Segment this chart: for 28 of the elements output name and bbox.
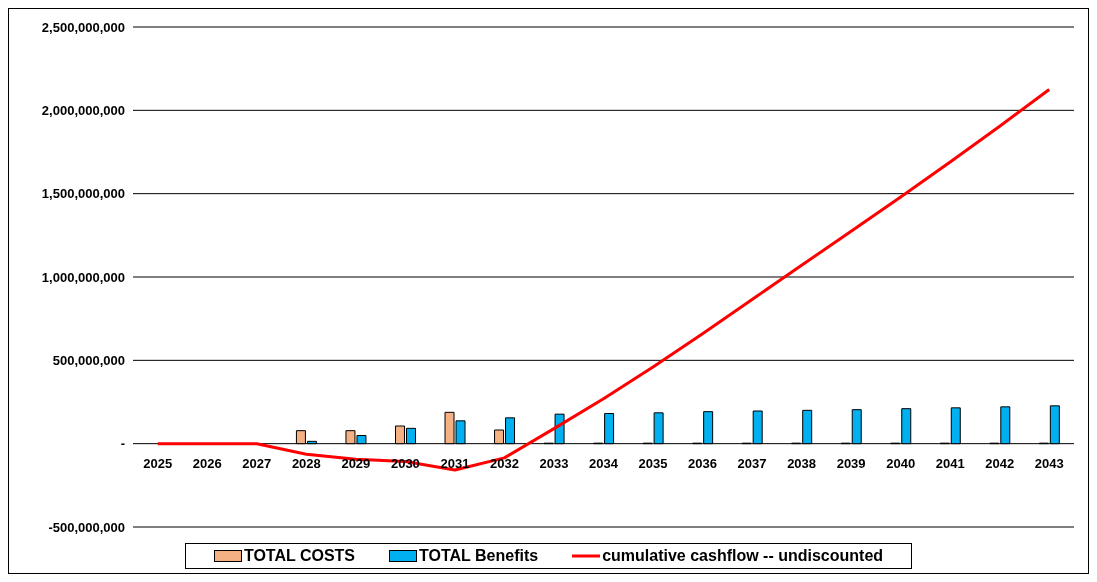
y-tick-label: 2,000,000,000 [41,102,125,118]
x-tick-label: 2029 [341,455,371,471]
x-tick-label: 2034 [589,455,619,471]
x-tick-label: 2042 [985,455,1015,471]
x-tick-label: 2032 [489,455,519,471]
x-tick-label: 2028 [291,455,321,471]
legend-label: cumulative cashflow -- undiscounted [602,547,884,565]
x-tick-label: 2038 [787,455,817,471]
x-tick-label: 2040 [886,455,916,471]
y-tick-label: - [120,436,125,452]
x-tick-label: 2043 [1034,455,1064,471]
x-tick-label: 2039 [836,455,866,471]
x-tick-label: 2033 [539,455,569,471]
y-tick-label: 1,500,000,000 [41,186,125,202]
x-tick-label: 2025 [143,455,173,471]
legend-label: TOTAL Benefits [419,547,539,565]
x-tick-label: 2026 [192,455,222,471]
y-tick-label: -500,000,000 [48,519,125,535]
y-tick-label: 2,500,000,000 [41,19,125,35]
y-tick-label: 1,000,000,000 [41,269,125,285]
legend-label: TOTAL COSTS [243,547,356,565]
x-tick-label: 2031 [440,455,470,471]
x-tick-label: 2037 [737,455,767,471]
x-tick-label: 2027 [242,455,272,471]
x-tick-label: 2035 [638,455,668,471]
x-tick-label: 2041 [935,455,965,471]
y-tick-label: 500,000,000 [52,352,125,368]
x-tick-label: 2036 [688,455,718,471]
